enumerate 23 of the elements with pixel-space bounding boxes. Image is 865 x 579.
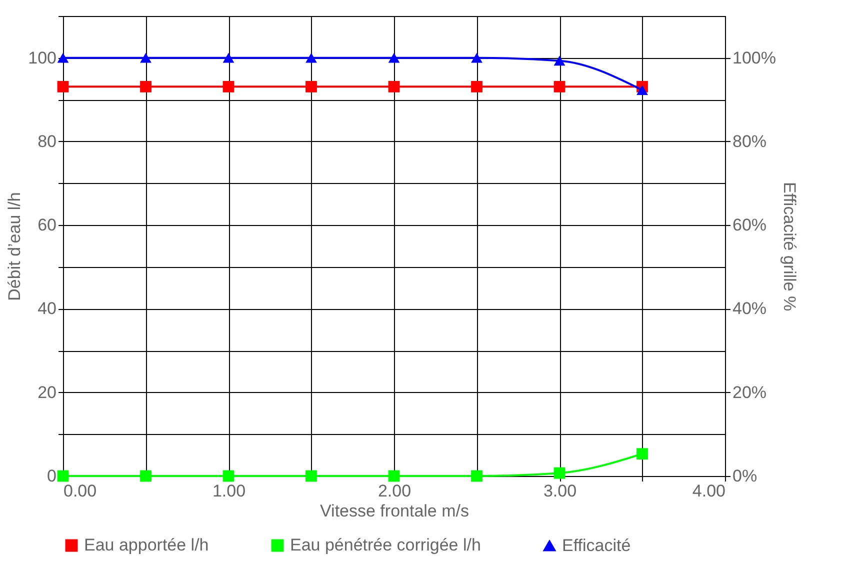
y2-tick-label: 100% — [732, 48, 776, 68]
y2-tick-label: 20% — [732, 382, 767, 402]
x-tick-label: 0.00 — [64, 482, 97, 500]
legend-label: Efficacité — [562, 536, 631, 555]
x-tick-label: 3.00 — [543, 482, 577, 500]
y2-tick-label: 0% — [732, 466, 758, 486]
y-axis-title: Débit d’eau l/h — [5, 192, 24, 301]
y-tick-label: 60 — [38, 216, 56, 235]
x-tick-label: 4.00 — [692, 482, 726, 500]
y2-tick-label: 60% — [732, 216, 767, 235]
x-tick-label: 2.00 — [378, 482, 412, 500]
x-axis-title: Vitesse frontale m/s — [320, 502, 469, 520]
legend-label: Eau apportée l/h — [84, 536, 209, 555]
y-tick-label: 80 — [38, 132, 56, 151]
y-tick-label: 20 — [38, 382, 56, 402]
y-tick-label: 100 — [28, 48, 56, 68]
y2-tick-label: 80% — [732, 132, 767, 151]
y-tick-label: 40 — [38, 299, 56, 318]
legend-label: Eau pénétrée corrigée l/h — [290, 536, 481, 555]
x-tick-label: 1.00 — [212, 482, 246, 500]
y-tick-label: 0 — [47, 466, 56, 486]
y2-tick-label: 40% — [732, 299, 767, 318]
y2-axis-title: Efficacité grille % — [780, 182, 799, 312]
